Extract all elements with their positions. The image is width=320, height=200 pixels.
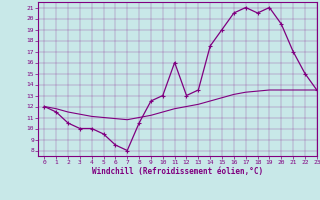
X-axis label: Windchill (Refroidissement éolien,°C): Windchill (Refroidissement éolien,°C) (92, 167, 263, 176)
